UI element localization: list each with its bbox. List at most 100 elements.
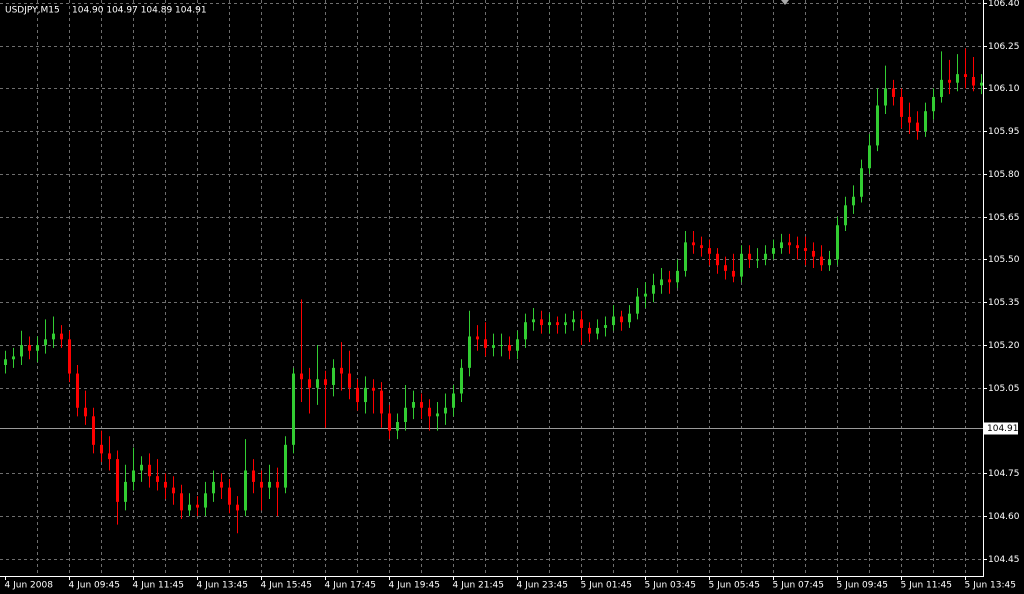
candle-body <box>316 379 319 388</box>
candle-body <box>52 333 55 340</box>
candle-body <box>668 279 671 283</box>
candle-body <box>508 345 511 351</box>
candle-body <box>236 504 239 511</box>
candle-body <box>660 279 663 286</box>
y-tick-label: 106.40 <box>988 0 1020 9</box>
candle-body <box>380 390 383 414</box>
candle-body <box>260 481 263 488</box>
candle-body <box>956 74 959 83</box>
candle-body <box>572 319 575 323</box>
candle-body <box>324 379 327 385</box>
x-tick-label: 5 Jun 13:45 <box>965 581 1016 591</box>
candle-body <box>276 481 279 488</box>
candle-body <box>516 339 519 351</box>
candle-body <box>356 387 359 403</box>
candle-body <box>388 413 391 431</box>
candle-body <box>204 493 207 508</box>
y-tick-label: 105.35 <box>988 298 1020 308</box>
candle-body <box>172 487 175 494</box>
candle-body <box>868 145 871 169</box>
candle-body <box>652 285 655 294</box>
candle-body <box>524 322 527 340</box>
candle-body <box>116 459 119 502</box>
candle-body <box>188 504 191 511</box>
candle-body <box>620 316 623 323</box>
y-tick-label: 105.80 <box>988 170 1020 180</box>
candle-body <box>636 296 639 314</box>
candle-body <box>892 88 895 97</box>
candle-body <box>564 322 567 326</box>
candle-body <box>940 79 943 97</box>
candle-body <box>20 345 23 357</box>
y-tick-label: 105.65 <box>988 213 1020 223</box>
candle-body <box>780 242 783 249</box>
candle-body <box>340 367 343 374</box>
x-tick-label: 4 Jun 17:45 <box>325 581 376 591</box>
candle-body <box>180 493 183 511</box>
candle-body <box>700 245 703 249</box>
x-tick-label: 4 Jun 21:45 <box>453 581 504 591</box>
candle-body <box>436 413 439 417</box>
candle-body <box>612 316 615 326</box>
candle-body <box>500 345 503 347</box>
candle-body <box>372 387 375 391</box>
x-tick-label: 4 Jun 09:45 <box>69 581 120 591</box>
candle-body <box>140 464 143 471</box>
candle-body <box>764 253 767 260</box>
candle-body <box>836 225 839 260</box>
candle-body <box>460 367 463 394</box>
x-tick-label: 4 Jun 2008 <box>5 581 54 591</box>
candle-body <box>964 74 967 77</box>
x-tick-label: 4 Jun 15:45 <box>261 581 312 591</box>
candle-body <box>980 82 983 86</box>
candle-body <box>884 88 887 106</box>
last-price-label: 104.91 <box>987 424 1019 434</box>
candle-body <box>108 453 111 460</box>
candle-body <box>924 111 927 132</box>
candle-body <box>756 259 759 261</box>
candle-body <box>244 470 247 511</box>
candle-body <box>228 487 231 505</box>
x-tick-label: 4 Jun 11:45 <box>133 581 184 591</box>
candle-body <box>484 339 487 348</box>
candle-body <box>268 481 271 488</box>
candle-body <box>852 196 855 206</box>
x-tick-label: 5 Jun 11:45 <box>901 581 952 591</box>
x-tick-label: 5 Jun 01:45 <box>581 581 632 591</box>
candle-body <box>196 504 199 508</box>
candle-body <box>772 248 775 254</box>
candle-body <box>916 122 919 132</box>
candle-body <box>844 205 847 226</box>
y-tick-label: 106.10 <box>988 84 1020 94</box>
candle-body <box>348 373 351 388</box>
candle-body <box>220 481 223 488</box>
candle-body <box>532 319 535 323</box>
x-tick-label: 4 Jun 13:45 <box>197 581 248 591</box>
y-tick-label: 104.75 <box>988 469 1020 479</box>
y-tick-label: 105.05 <box>988 384 1020 394</box>
candle-body <box>132 470 135 482</box>
candle-body <box>44 339 47 346</box>
candle-body <box>476 336 479 340</box>
candle-body <box>676 270 679 283</box>
x-tick-label: 4 Jun 19:45 <box>389 581 440 591</box>
candle-body <box>684 242 687 271</box>
candle-body <box>860 168 863 197</box>
candle-body <box>540 319 543 326</box>
candle-body <box>796 245 799 249</box>
candle-body <box>100 444 103 454</box>
y-tick-label: 105.50 <box>988 255 1020 265</box>
candle-body <box>644 293 647 297</box>
candle-body <box>124 481 127 502</box>
candle-body <box>972 76 975 86</box>
x-tick-label: 4 Jun 23:45 <box>517 581 568 591</box>
candle-body <box>932 96 935 112</box>
candle-body <box>364 387 367 403</box>
candle-body <box>36 345 39 351</box>
y-tick-label: 104.60 <box>988 512 1020 522</box>
candle-body <box>820 256 823 266</box>
candle-body <box>412 402 415 408</box>
candle-body <box>628 313 631 323</box>
candle-body <box>76 373 79 408</box>
candle-body <box>604 325 607 328</box>
